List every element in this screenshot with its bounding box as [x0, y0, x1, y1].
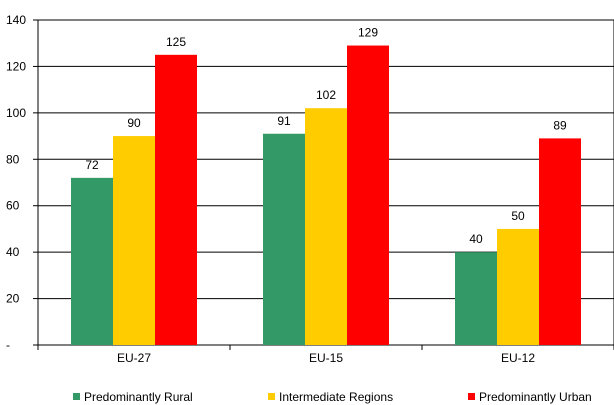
legend-label: Predominantly Urban	[479, 390, 592, 404]
y-axis: - 20 40 60 80 100 120 140	[6, 13, 38, 352]
bar	[155, 54, 197, 345]
bar	[263, 133, 305, 345]
bar	[497, 228, 539, 345]
data-label: 102	[316, 88, 336, 102]
legend-label: Predominantly Rural	[84, 390, 193, 404]
data-label: 90	[127, 116, 141, 130]
x-tick-label: EU-15	[309, 351, 343, 365]
y-tick-label: 40	[6, 245, 20, 259]
legend-swatch	[468, 393, 475, 400]
y-tick-label: 140	[6, 13, 26, 27]
bar	[305, 108, 347, 345]
x-axis: EU-27 EU-15 EU-12	[37, 345, 614, 365]
legend-swatch	[73, 393, 80, 400]
legend-swatch	[268, 393, 275, 400]
bar	[347, 45, 389, 346]
data-label: 50	[511, 209, 525, 223]
x-tick-label: EU-27	[117, 351, 151, 365]
data-label: 89	[553, 118, 567, 132]
data-label: 91	[277, 114, 291, 128]
bars	[71, 45, 581, 346]
bar	[113, 136, 155, 345]
y-tick-label: 80	[6, 152, 20, 166]
x-tick-label: EU-12	[501, 351, 535, 365]
y-tick-label: 60	[6, 199, 20, 213]
legend: Predominantly Rural Intermediate Regions P…	[73, 390, 592, 404]
y-tick-label: 100	[6, 106, 26, 120]
data-label: 40	[469, 232, 483, 246]
bar	[71, 177, 113, 345]
bar	[539, 138, 581, 345]
data-label: 129	[358, 26, 378, 40]
data-label: 72	[85, 158, 99, 172]
y-tick-label: 20	[6, 292, 20, 306]
bar	[455, 252, 497, 345]
data-labels: 72 91 40 90 102 50 125 129 89	[85, 26, 567, 247]
legend-label: Intermediate Regions	[279, 390, 393, 404]
y-tick-label: -	[6, 338, 10, 352]
data-label: 125	[166, 35, 186, 49]
y-tick-label: 120	[6, 59, 26, 73]
